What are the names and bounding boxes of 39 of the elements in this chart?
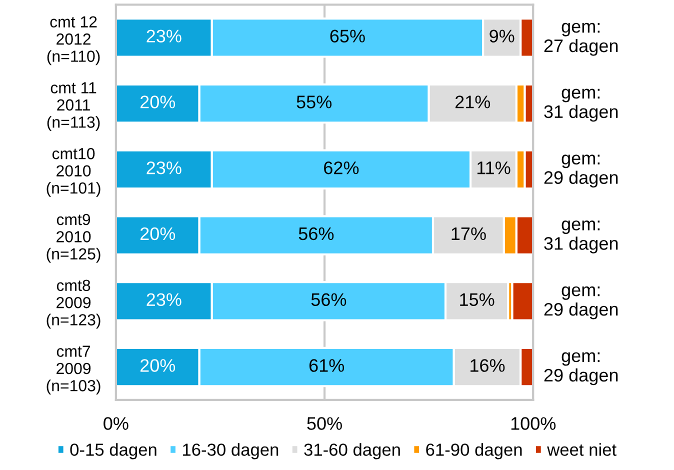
y-tick-label: cmt10 2010 (n=101)	[46, 148, 100, 197]
legend-label: 61-90 dagen	[426, 443, 522, 460]
text: gem: 29 dagen	[544, 286, 618, 320]
data-label: 17%	[452, 227, 486, 240]
y-tick-label: cmt7 2009 (n=103)	[46, 346, 100, 394]
text: gem: 31 dagen	[544, 220, 618, 254]
text: gem: 27 dagen	[544, 22, 618, 56]
data-label: 62%	[324, 161, 359, 174]
y-tick-label: cmt8 2009 (n=123)	[46, 280, 100, 329]
data-label: 21%	[455, 96, 490, 108]
x-tick-label: 50%	[307, 417, 342, 430]
text: gem: 29 dagen	[544, 154, 618, 188]
text: gem: 31 dagen	[544, 88, 618, 122]
legend-label: 16-30 dagen	[183, 443, 278, 460]
data-label: 23%	[146, 161, 182, 174]
data-label: 20%	[140, 96, 176, 108]
y-tick-label: cmt 11 2011 (n=113)	[47, 82, 100, 131]
legend-label: weet niet	[547, 443, 616, 456]
bar	[511, 281, 534, 322]
data-label: 65%	[330, 30, 365, 42]
data-label: 15%	[460, 293, 494, 306]
data-label: 23%	[146, 30, 182, 42]
text: gem: 29 dagen	[544, 352, 618, 386]
data-label: 56%	[298, 227, 334, 240]
data-label: 20%	[140, 359, 176, 372]
legend-label: 31-60 dagen	[304, 443, 400, 460]
data-label: 16%	[470, 359, 505, 372]
data-label: 11%	[477, 162, 510, 174]
data-label: 55%	[296, 96, 332, 108]
legend-label: 0-15 dagen	[70, 443, 156, 460]
x-tick-label: 0%	[104, 417, 128, 430]
data-label: 9%	[490, 30, 514, 42]
data-label: 56%	[311, 293, 346, 306]
x-tick-label: 100%	[511, 417, 556, 430]
data-label: 61%	[309, 359, 344, 372]
data-label: 23%	[146, 293, 182, 306]
data-label: 20%	[140, 227, 176, 240]
y-tick-label: cmt9 2010 (n=125)	[46, 214, 100, 263]
y-tick-label: cmt 12 2012 (n=110)	[47, 16, 100, 66]
